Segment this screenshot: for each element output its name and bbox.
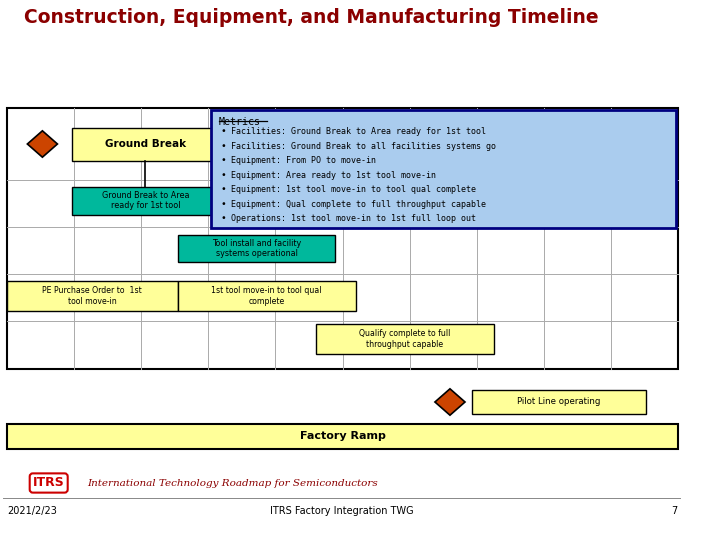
FancyBboxPatch shape [6,281,178,311]
Text: Qualify complete to full
throughput capable: Qualify complete to full throughput capa… [359,329,451,349]
Text: Ground Break: Ground Break [104,139,186,149]
Text: ITRS Factory Integration TWG: ITRS Factory Integration TWG [270,506,414,516]
Polygon shape [27,131,58,157]
FancyBboxPatch shape [72,128,219,161]
FancyBboxPatch shape [178,234,335,262]
Text: Facilities: Ground Break to Area ready for 1st tool: Facilities: Ground Break to Area ready f… [231,127,486,136]
Text: ITRS: ITRS [33,476,65,489]
Text: 7: 7 [671,506,677,516]
Text: Ground Break to Area
ready for 1st tool: Ground Break to Area ready for 1st tool [102,191,189,211]
Text: Facilities: Ground Break to all facilities systems go: Facilities: Ground Break to all faciliti… [231,141,496,151]
Text: •: • [220,156,226,165]
Text: Tool install and facility
systems operational: Tool install and facility systems operat… [212,239,301,258]
FancyBboxPatch shape [316,324,494,354]
Text: Construction, Equipment, and Manufacturing Timeline: Construction, Equipment, and Manufacturi… [24,8,598,27]
Text: 1st tool move-in to tool qual
complete: 1st tool move-in to tool qual complete [212,286,322,306]
FancyBboxPatch shape [72,187,219,215]
Text: Metrics: Metrics [219,117,261,127]
Text: Factory Ramp: Factory Ramp [300,431,385,441]
Polygon shape [435,389,465,415]
FancyBboxPatch shape [211,110,675,228]
FancyBboxPatch shape [472,390,647,414]
Text: Equipment: From PO to move-in: Equipment: From PO to move-in [231,156,376,165]
Text: Equipment: Area ready to 1st tool move-in: Equipment: Area ready to 1st tool move-i… [231,171,436,180]
Text: International Technology Roadmap for Semiconductors: International Technology Roadmap for Sem… [88,478,378,488]
Text: 2021/2/23: 2021/2/23 [6,506,57,516]
Text: Equipment: Qual complete to full throughput capable: Equipment: Qual complete to full through… [231,200,486,209]
Text: •: • [220,127,226,136]
Text: •: • [220,141,226,151]
Text: •: • [220,214,226,224]
FancyBboxPatch shape [6,423,678,449]
Text: •: • [220,171,226,180]
Text: Pilot Line operating: Pilot Line operating [518,397,600,407]
FancyBboxPatch shape [6,108,678,369]
Text: •: • [220,200,226,209]
Text: PE Purchase Order to  1st
tool move-in: PE Purchase Order to 1st tool move-in [42,286,142,306]
FancyBboxPatch shape [178,281,356,311]
Text: Operations: 1st tool move-in to 1st full loop out: Operations: 1st tool move-in to 1st full… [231,214,476,224]
Text: •: • [220,185,226,194]
Text: Equipment: 1st tool move-in to tool qual complete: Equipment: 1st tool move-in to tool qual… [231,185,476,194]
